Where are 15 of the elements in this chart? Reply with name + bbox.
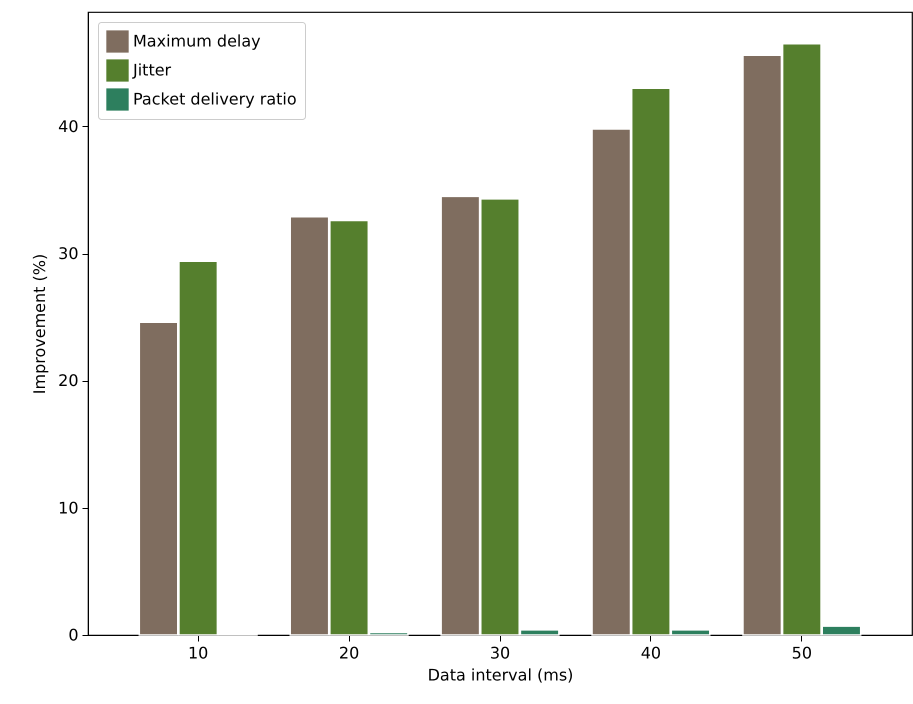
y-tick-label: 20 — [58, 371, 78, 390]
legend-label: Jitter — [132, 60, 172, 80]
x-tick-label: 50 — [792, 644, 812, 662]
x-tick-label: 30 — [490, 644, 510, 662]
y-tick-label: 40 — [58, 116, 78, 136]
y-tick-label: 0 — [68, 626, 78, 644]
y-tick-label: 10 — [58, 498, 78, 518]
x-tick-label: 40 — [640, 644, 662, 662]
legend-label: Packet delivery ratio — [133, 90, 297, 108]
y-axis-title: Improvement (%) — [30, 254, 50, 394]
x-tick-label: 10 — [188, 644, 208, 662]
x-axis-title: Data interval (ms) — [428, 666, 574, 684]
x-tick-label: 20 — [338, 644, 360, 662]
legend-label: Maximum delay — [133, 32, 261, 50]
y-tick-label: 30 — [58, 244, 78, 264]
